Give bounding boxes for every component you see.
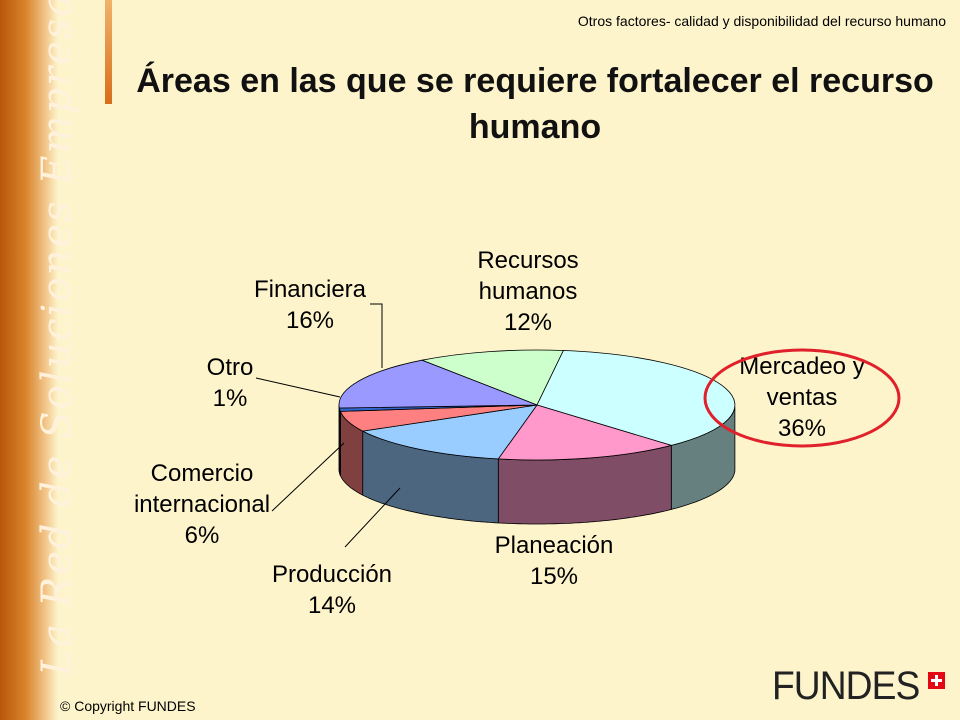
slice-value-label-0: 12% bbox=[504, 309, 552, 336]
leader-line-6 bbox=[370, 303, 383, 368]
slice-label-0: Recursos bbox=[477, 247, 578, 274]
section-title: Otros factores- calidad y disponibilidad… bbox=[577, 13, 946, 29]
chart-title: Áreas en las que se requiere fortalecer … bbox=[136, 62, 934, 146]
fundes-logo: FUNDES bbox=[772, 664, 945, 708]
pie-labels: Recursos humanos 12% Mercadeo y ventas 36% Pla… bbox=[134, 247, 865, 619]
leader-line-5 bbox=[255, 377, 341, 398]
slice-label-6: Financiera bbox=[254, 276, 367, 303]
slice-label-2: Planeación bbox=[495, 532, 614, 559]
pie-slice-3 bbox=[361, 404, 538, 460]
slice-label-4: internacional bbox=[134, 491, 270, 518]
slice-value-label-3: 14% bbox=[308, 592, 356, 619]
side-band: La Red de Soluciones Empresariales bbox=[0, 0, 80, 720]
slice-label-3: Producción bbox=[272, 561, 392, 588]
swiss-cross-icon bbox=[928, 672, 945, 689]
leader-line-4 bbox=[271, 442, 345, 512]
logo-text: FUNDES bbox=[772, 664, 920, 708]
pie-slice-6 bbox=[338, 359, 538, 409]
slice-label-0: humanos bbox=[479, 278, 578, 305]
slice-label-1: Mercadeo y bbox=[739, 353, 864, 380]
highlight-circle bbox=[703, 348, 901, 448]
slice-label-4: Comercio bbox=[151, 460, 254, 487]
leader-line-3 bbox=[344, 487, 401, 548]
copyright: © Copyright FUNDES bbox=[60, 698, 196, 714]
pie-slice-0 bbox=[420, 349, 565, 406]
slice-value-label-6: 16% bbox=[286, 307, 334, 334]
slice-value-label-5: 1% bbox=[213, 385, 248, 412]
pie-slice-1 bbox=[536, 350, 736, 446]
pie-slice-2 bbox=[497, 404, 673, 461]
pie-top bbox=[338, 349, 736, 461]
slice-value-label-2: 15% bbox=[530, 563, 578, 590]
slice-value-label-4: 6% bbox=[185, 522, 220, 549]
slice-label-1: ventas bbox=[767, 384, 838, 411]
accent-line bbox=[105, 0, 112, 104]
slice-value-label-1: 36% bbox=[778, 415, 826, 442]
slice-label-5: Otro bbox=[207, 354, 254, 381]
